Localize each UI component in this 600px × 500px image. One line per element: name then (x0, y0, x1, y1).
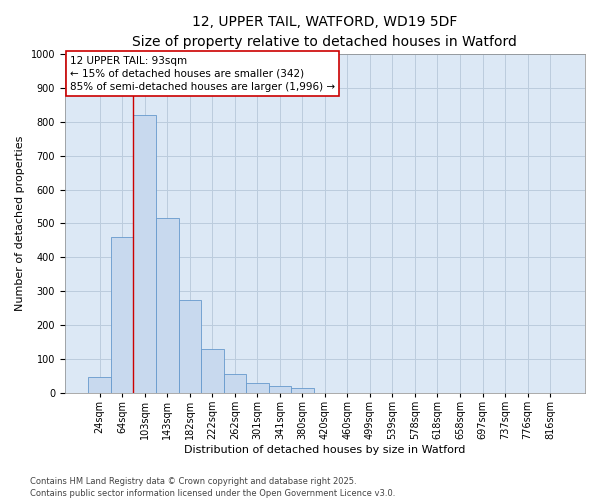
Bar (111, 237, 133, 393)
Bar (133, 115, 156, 393)
Bar (291, 388, 314, 393)
Text: Contains HM Land Registry data © Crown copyright and database right 2025.
Contai: Contains HM Land Registry data © Crown c… (30, 476, 395, 498)
Y-axis label: Number of detached properties: Number of detached properties (15, 136, 25, 311)
Title: 12, UPPER TAIL, WATFORD, WD19 5DF
Size of property relative to detached houses i: 12, UPPER TAIL, WATFORD, WD19 5DF Size o… (133, 15, 517, 48)
Bar (224, 374, 246, 393)
Bar (269, 386, 291, 393)
Bar (88, 377, 111, 393)
Bar (201, 349, 224, 393)
X-axis label: Distribution of detached houses by size in Watford: Distribution of detached houses by size … (184, 445, 466, 455)
Bar (179, 300, 201, 393)
Text: 12 UPPER TAIL: 93sqm
← 15% of detached houses are smaller (342)
85% of semi-deta: 12 UPPER TAIL: 93sqm ← 15% of detached h… (70, 56, 335, 92)
Bar (156, 218, 179, 393)
Bar (246, 383, 269, 393)
